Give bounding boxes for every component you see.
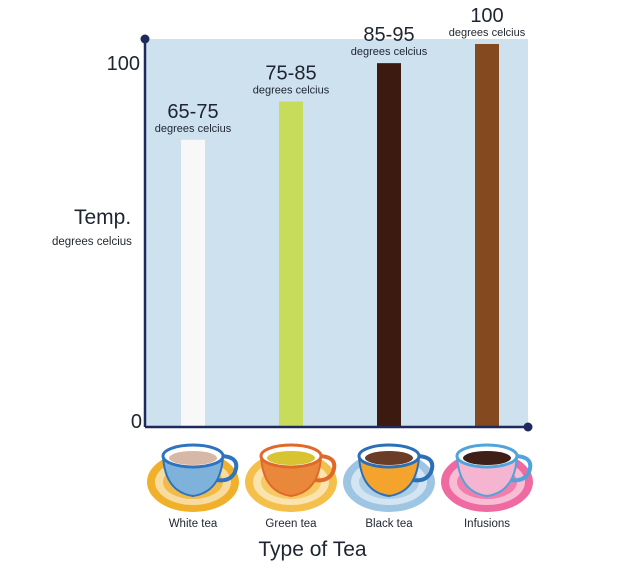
category-label: Infusions: [464, 518, 510, 530]
value-label: 75-85: [265, 62, 316, 84]
value-unit-label: degrees celcius: [351, 46, 428, 58]
y-tick-max: 100: [107, 53, 140, 75]
category-label: Black tea: [365, 518, 413, 530]
value-label: 85-95: [363, 24, 414, 46]
black-tea-cup-icon: [343, 443, 435, 512]
bar-white-tea: [181, 139, 205, 427]
bar-infusions: [475, 44, 499, 427]
y-tick-zero: 0: [131, 411, 142, 433]
bar-black-tea: [377, 63, 401, 428]
value-unit-label: degrees celcius: [155, 123, 232, 135]
category-label: Green tea: [265, 518, 317, 530]
x-axis-title: Type of Tea: [258, 538, 367, 561]
infusion-cup-icon: [441, 443, 533, 512]
green-tea-cup-icon: [245, 443, 337, 512]
plot-background: [145, 39, 528, 427]
x-axis-endpoint: [523, 422, 533, 432]
value-label: 65-75: [167, 101, 218, 123]
y-axis-title: Temp.: [74, 206, 132, 229]
white-tea-cup-icon: [147, 443, 239, 512]
y-axis-subtitle: degrees celcius: [52, 236, 132, 248]
value-unit-label: degrees celcius: [449, 27, 526, 39]
value-unit-label: degrees celcius: [253, 84, 330, 96]
value-label: 100: [470, 5, 503, 27]
category-label: White tea: [169, 518, 218, 530]
bar-green-tea: [279, 101, 303, 427]
y-axis-endpoint: [140, 34, 150, 44]
